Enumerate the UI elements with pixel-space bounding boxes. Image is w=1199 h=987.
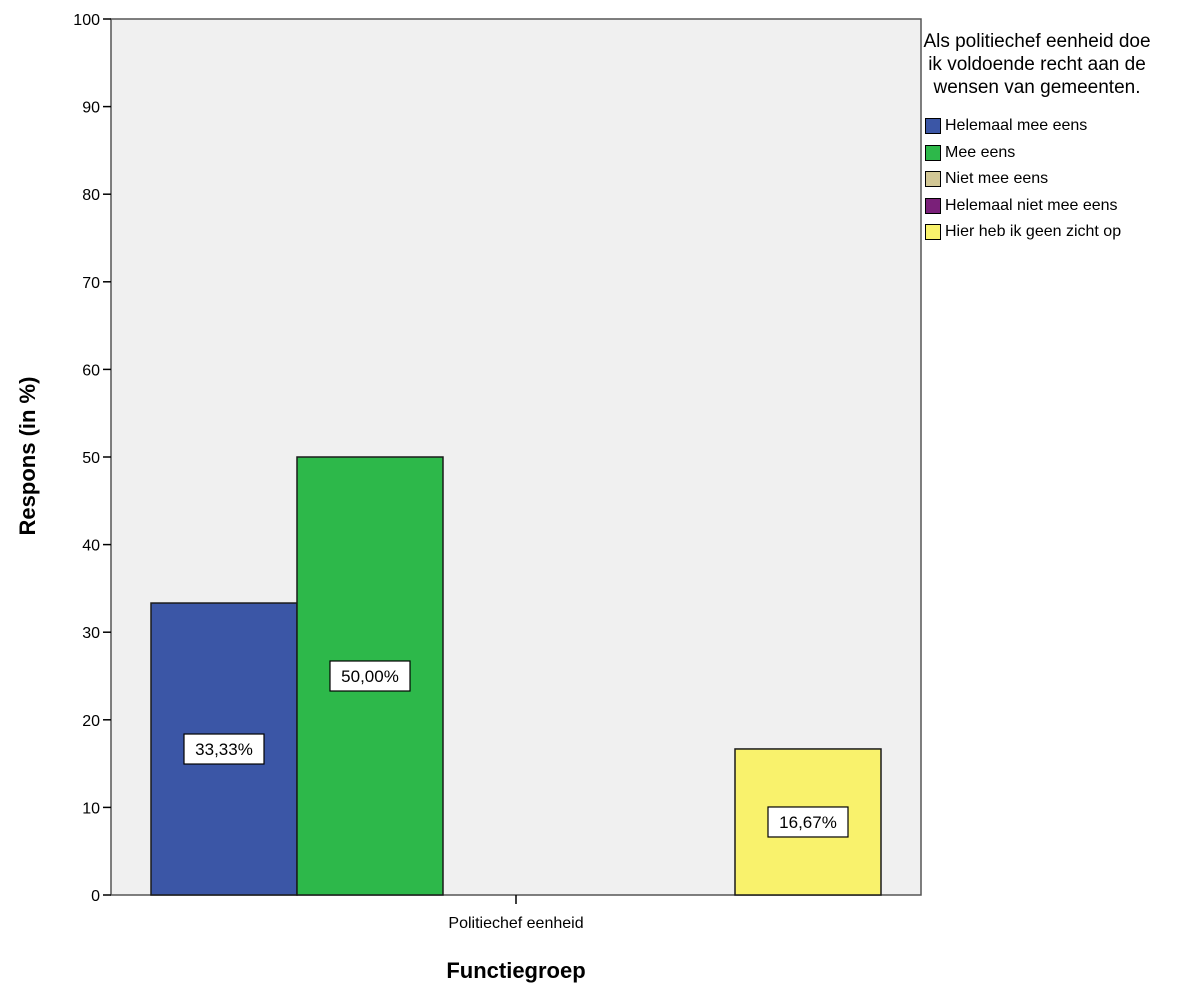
data-label: 16,67% xyxy=(779,813,837,832)
y-tick-label: 90 xyxy=(82,100,100,117)
y-tick-label: 60 xyxy=(82,362,100,379)
legend-label: Mee eens xyxy=(945,143,1016,161)
x-axis-title: Functiegroep xyxy=(446,958,585,983)
legend-item: Helemaal mee eens xyxy=(925,113,1199,140)
legend-label: Helemaal niet mee eens xyxy=(945,196,1118,214)
legend-item: Helemaal niet mee eens xyxy=(925,193,1199,220)
legend: Als politiechef eenheid doe ik voldoende… xyxy=(922,30,1199,246)
legend-label: Niet mee eens xyxy=(945,170,1049,188)
bars: 33,33% 50,00% 16,67% xyxy=(150,456,882,896)
legend-label: Helemaal mee eens xyxy=(945,117,1088,135)
y-tick-label: 100 xyxy=(73,12,100,29)
y-tick-label: 10 xyxy=(82,800,100,817)
data-label: 33,33% xyxy=(195,740,253,759)
data-label-box xyxy=(183,733,265,765)
y-tick-label: 70 xyxy=(82,275,100,292)
legend-item: Niet mee eens xyxy=(925,166,1199,193)
legend-list: Helemaal mee eens Mee eens Niet mee eens He… xyxy=(925,113,1199,246)
legend-swatch xyxy=(925,171,941,188)
y-tick-label: 20 xyxy=(82,713,100,730)
legend-title: Als politiechef eenheid doe ik voldoende… xyxy=(923,31,1151,98)
y-axis: 0 10 20 30 40 50 60 70 80 90 100 xyxy=(73,12,111,905)
legend-swatch xyxy=(925,224,941,241)
y-tick-label: 0 xyxy=(91,888,100,905)
bar xyxy=(296,456,444,896)
x-axis: Politiechef eenheid xyxy=(448,895,584,932)
y-tick-label: 50 xyxy=(82,450,100,467)
data-label-box xyxy=(329,660,411,692)
legend-swatch xyxy=(925,144,941,161)
y-tick-label: 80 xyxy=(82,187,100,204)
data-label: 50,00% xyxy=(341,667,399,686)
x-tick-label: Politiechef eenheid xyxy=(448,915,583,932)
legend-swatch xyxy=(925,197,941,214)
legend-item: Hier heb ik geen zicht op xyxy=(925,219,1199,246)
y-axis-title: Respons (in %) xyxy=(15,377,40,536)
legend-label: Hier heb ik geen zicht op xyxy=(945,223,1122,241)
y-tick-label: 40 xyxy=(82,538,100,555)
legend-item: Mee eens xyxy=(925,140,1199,167)
legend-swatch xyxy=(925,118,941,135)
y-tick-label: 30 xyxy=(82,625,100,642)
data-label-box xyxy=(767,806,849,838)
